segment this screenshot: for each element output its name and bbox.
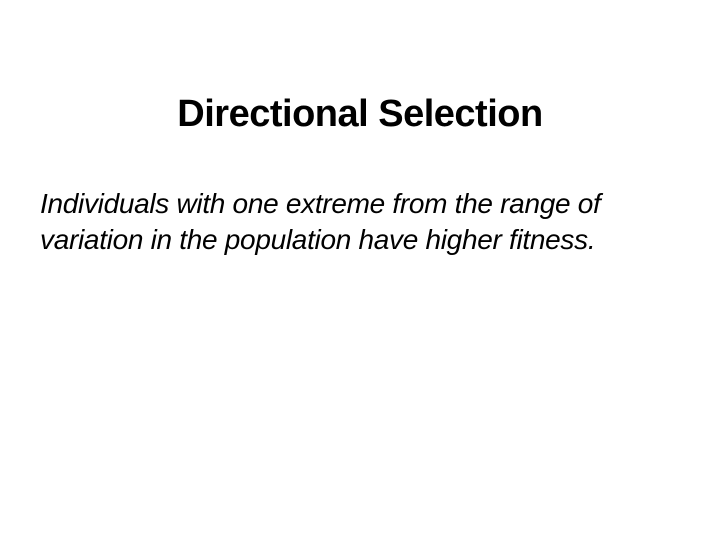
slide-title: Directional Selection	[0, 93, 720, 136]
slide-body-text: Individuals with one extreme from the ra…	[40, 186, 670, 259]
slide-container: Directional Selection Individuals with o…	[0, 0, 720, 540]
